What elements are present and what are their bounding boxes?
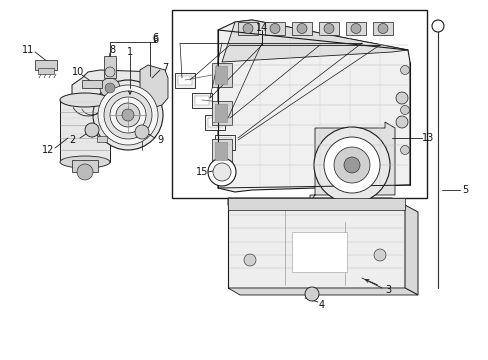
Text: 8: 8: [109, 45, 115, 55]
Text: 12: 12: [42, 145, 54, 155]
Text: 6: 6: [152, 35, 158, 45]
Circle shape: [104, 91, 152, 139]
Polygon shape: [140, 65, 168, 108]
Text: 7: 7: [162, 63, 168, 73]
Bar: [291, 232, 346, 272]
Bar: [204, 115, 224, 130]
Bar: [346, 22, 365, 35]
Bar: [172, 10, 426, 198]
Polygon shape: [309, 122, 394, 202]
Text: 1: 1: [127, 47, 133, 57]
Bar: [82, 80, 102, 88]
Circle shape: [400, 145, 408, 154]
Circle shape: [324, 23, 333, 33]
Circle shape: [98, 85, 158, 145]
Text: 4: 4: [318, 300, 325, 310]
Circle shape: [395, 92, 407, 104]
Text: 14: 14: [255, 23, 267, 33]
Circle shape: [395, 116, 407, 128]
Bar: [372, 22, 392, 35]
Circle shape: [324, 137, 379, 193]
Text: 13: 13: [421, 133, 433, 143]
Circle shape: [373, 249, 385, 261]
Circle shape: [269, 23, 280, 33]
Bar: [215, 135, 235, 150]
Text: 5: 5: [461, 185, 467, 195]
Bar: [195, 96, 208, 105]
Circle shape: [377, 23, 387, 33]
Bar: [218, 138, 231, 147]
Text: 6: 6: [152, 33, 158, 43]
Circle shape: [85, 123, 99, 137]
Circle shape: [135, 125, 149, 139]
Text: 11: 11: [22, 45, 34, 55]
Circle shape: [207, 158, 236, 186]
Circle shape: [431, 20, 443, 32]
Circle shape: [333, 147, 369, 183]
Circle shape: [243, 23, 252, 33]
Polygon shape: [222, 20, 407, 62]
Polygon shape: [227, 288, 417, 295]
Text: 9: 9: [157, 135, 163, 145]
Ellipse shape: [60, 93, 110, 107]
Bar: [178, 76, 192, 85]
Bar: [35, 60, 57, 70]
Bar: [60, 100, 110, 162]
Bar: [192, 93, 212, 108]
Circle shape: [313, 127, 389, 203]
Bar: [212, 139, 231, 163]
Circle shape: [400, 105, 408, 114]
Text: 2: 2: [69, 135, 75, 145]
Circle shape: [110, 97, 146, 133]
Polygon shape: [404, 205, 417, 295]
Circle shape: [213, 163, 230, 181]
Bar: [72, 160, 98, 172]
Bar: [97, 136, 107, 142]
Circle shape: [122, 109, 134, 121]
Circle shape: [105, 83, 115, 93]
Text: 10: 10: [72, 67, 84, 77]
Bar: [212, 63, 231, 87]
Bar: [212, 101, 231, 125]
Circle shape: [100, 78, 120, 98]
Polygon shape: [72, 70, 162, 118]
Circle shape: [343, 157, 359, 173]
Ellipse shape: [60, 156, 110, 168]
Circle shape: [400, 66, 408, 75]
Polygon shape: [227, 198, 404, 212]
Bar: [215, 66, 226, 84]
Bar: [38, 68, 54, 74]
Bar: [318, 22, 338, 35]
Bar: [215, 104, 226, 122]
Bar: [227, 198, 404, 210]
Circle shape: [350, 23, 360, 33]
Bar: [207, 118, 222, 127]
Circle shape: [296, 23, 306, 33]
Text: 15: 15: [195, 167, 208, 177]
Bar: [264, 22, 285, 35]
Circle shape: [244, 254, 256, 266]
Bar: [238, 22, 258, 35]
Polygon shape: [218, 20, 409, 192]
Circle shape: [105, 67, 115, 77]
Polygon shape: [227, 205, 404, 288]
Text: 3: 3: [384, 285, 390, 295]
Bar: [175, 73, 195, 88]
Circle shape: [93, 80, 163, 150]
Circle shape: [116, 103, 140, 127]
Circle shape: [77, 164, 93, 180]
Bar: [215, 142, 226, 160]
Bar: [291, 22, 311, 35]
Bar: [104, 56, 116, 78]
Circle shape: [305, 287, 318, 301]
